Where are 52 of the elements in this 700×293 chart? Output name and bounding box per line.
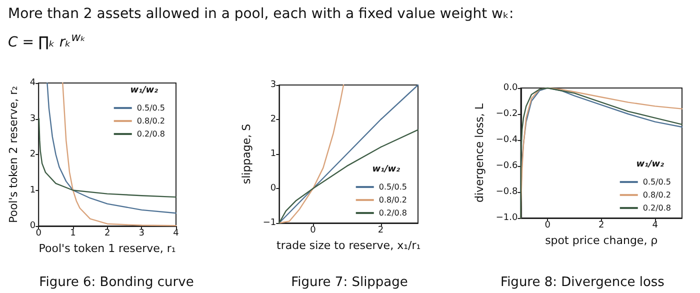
y-axis-title: slippage, S	[240, 124, 253, 184]
y-tick-label: −0.4	[496, 135, 518, 145]
legend-label: 0.5/0.5	[136, 104, 165, 112]
y-axis-title: divergence loss, L	[473, 102, 486, 203]
y-tick-label: 3	[30, 114, 36, 124]
y-tick-label: −0.8	[496, 187, 518, 197]
caption: Figure 8: Divergence loss	[500, 275, 665, 290]
legend-title: w₁/w₂	[372, 164, 400, 174]
x-tick-label: 2	[104, 228, 110, 238]
y-tick-label: 2	[30, 150, 36, 160]
x-tick-label: 2	[598, 220, 604, 230]
line-series	[46, 82, 177, 214]
legend-label: 0.2/0.8	[378, 208, 407, 218]
legend-label: 0.2/0.8	[136, 130, 165, 138]
legend-label: 0.5/0.5	[378, 182, 407, 192]
y-tick-label: 0	[270, 184, 276, 194]
legend-title: w₁/w₂	[636, 160, 664, 170]
x-tick-label: 4	[652, 220, 658, 230]
y-tick-label: 4	[30, 78, 36, 88]
line-series	[38, 118, 177, 198]
x-axis-title: Pool's token 1 reserve, r₁	[38, 242, 176, 255]
x-tick-label: 2	[378, 226, 384, 236]
caption: Figure 6: Bonding curve	[39, 275, 194, 290]
x-tick-label: 0	[310, 226, 316, 236]
line-series	[278, 84, 419, 224]
text: More than 2 assets allowed in a pool, each with a fixed value weight wₖ:	[8, 6, 514, 22]
y-axis-title: Pool's token 2 reserve, r₂	[7, 86, 20, 224]
x-tick-label: 0	[544, 220, 551, 230]
chart-subtitle: C = ∏ₖ rₖ$^{wₖ}$	[8, 30, 87, 51]
legend-title: w₁/w₂	[130, 86, 158, 96]
line-series	[62, 82, 177, 226]
x-axis-title: trade size to reserve, x₁/r₁	[276, 238, 421, 252]
x-tick-label: 1	[70, 228, 76, 238]
y-tick-label: −1	[262, 218, 276, 228]
x-axis-title: spot price change, ρ	[545, 234, 658, 247]
legend-label: 0.5/0.5	[642, 178, 671, 186]
x-tick-label: 3	[138, 228, 145, 238]
caption: Figure 7: Slippage	[291, 275, 408, 290]
legend-label: 0.8/0.2	[378, 196, 407, 204]
y-tick-label: −0.6	[496, 161, 518, 171]
line-series	[520, 87, 683, 219]
legend-label: 0.8/0.2	[136, 116, 165, 126]
y-tick-label: 3	[270, 80, 276, 90]
y-tick-label: −0.2	[496, 109, 518, 119]
y-tick-label: 2	[270, 114, 276, 124]
y-tick-label: 0.0	[503, 83, 518, 93]
legend-label: 0.8/0.2	[642, 190, 671, 200]
legend-label: 0.2/0.8	[642, 204, 671, 212]
y-tick-label: −1.0	[496, 213, 518, 223]
x-tick-label: 4	[173, 228, 180, 238]
y-tick-label: 1	[270, 149, 276, 159]
y-tick-label: 1	[30, 185, 36, 196]
